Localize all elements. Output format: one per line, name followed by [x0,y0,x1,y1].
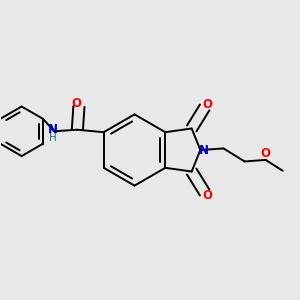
Text: H: H [49,133,56,143]
Text: O: O [71,97,81,110]
Text: O: O [202,188,212,202]
Text: O: O [202,98,212,112]
Text: N: N [200,143,209,157]
Text: O: O [261,147,271,160]
Text: N: N [48,123,58,136]
